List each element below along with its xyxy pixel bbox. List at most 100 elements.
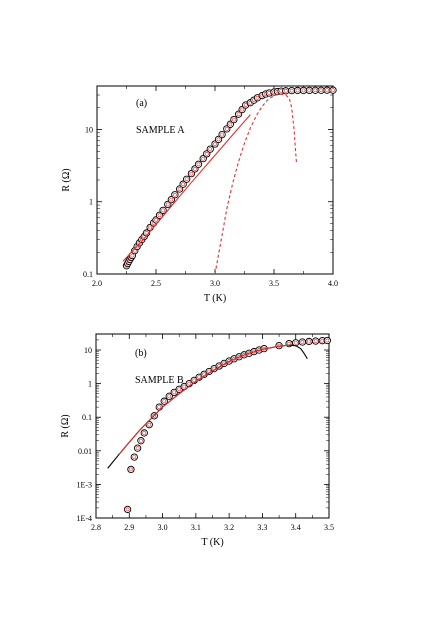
panel-b-data-point-inner (157, 405, 162, 410)
panel-b-data-point (155, 403, 163, 411)
panel-b-x-tick-label: 3.5 (324, 523, 334, 532)
panel-a-data-point (299, 86, 308, 95)
panel-b-data-point-inner (313, 339, 318, 343)
panel-b-y-tick-label: 1E-4 (76, 514, 92, 523)
panel-a-data-point (282, 87, 290, 95)
panel-b-data-point-inner (135, 446, 140, 451)
panel-b-data-point (305, 337, 313, 346)
panel-b-x-tick-label: 2.9 (124, 523, 134, 532)
panel-b-y-tick-label: 10 (84, 346, 92, 355)
panel-a-y-tick-label: 1 (89, 198, 93, 207)
panel-a-data-point-inner (255, 95, 260, 100)
panel-b-data-point-inner (325, 338, 330, 343)
panel-b-data-point-inner (300, 340, 305, 344)
panel-a-y-tick-label: 10 (85, 125, 93, 134)
panel-a-y-axis-title: R (Ω) (61, 168, 72, 191)
panel-a-x-tick-label: 2.5 (151, 279, 161, 288)
panel-b-data-point-inner (142, 431, 147, 435)
panel-a-data-point (175, 185, 184, 193)
panel-a-data-point-inner (193, 166, 197, 171)
panel-a-data-point-inner (240, 107, 245, 112)
panel-a-data-point (329, 86, 337, 94)
panel-b-data-point-inner (293, 340, 298, 345)
panel-b-data-point (312, 337, 320, 345)
panel-a-x-tick-label: 3.5 (269, 279, 279, 288)
panel-a-data-point-inner (201, 156, 206, 161)
panel-b-data-point-inner (152, 413, 157, 418)
panel-a-data-point-inner (224, 126, 229, 131)
panel-b-data-point-inner (172, 390, 177, 395)
panel-a-data-point-inner (283, 88, 288, 93)
panel-a-data-point-inner (301, 88, 306, 93)
panel-b-x-tick-label: 3.4 (291, 523, 301, 532)
panel-b-fit-line (118, 344, 290, 455)
panel-a-panel-label: (a) (136, 98, 147, 109)
panel-a-data-point (187, 169, 196, 178)
panel-a-data-point (317, 86, 325, 94)
panel-a-data-point-inner (204, 151, 209, 156)
panel-a-data-point-inner (157, 213, 162, 218)
panel-a-data-point-inner (148, 225, 153, 230)
panel-a-data-point (203, 150, 211, 158)
panel-b-data-point-inner (192, 378, 197, 383)
panel-a-data-point (214, 135, 223, 144)
panel-b-y-tick-label: 0.01 (78, 447, 92, 456)
panel-a-data-point-inner (169, 197, 174, 202)
panel-a-data-point-inner (213, 142, 217, 146)
panel-b-x-axis-title: T (K) (201, 537, 223, 548)
panel-a-data-point (167, 195, 175, 204)
panel-a-data-point (230, 115, 238, 124)
panel-a-data-point (179, 180, 187, 188)
panel-a-data-point (311, 86, 319, 94)
panel-a-data-point-inner (216, 137, 221, 142)
panel-a-x-tick-label: 4.0 (328, 279, 338, 288)
panel-b-data-point (137, 437, 145, 445)
panel-b-x-tick-label: 2.8 (91, 523, 101, 532)
panel-a-data-point-inner (231, 117, 236, 122)
panel-a-x-tick-label: 3.0 (210, 279, 220, 288)
panel-a-data-point-inner (181, 182, 186, 187)
panel-b-data-point-inner (162, 399, 167, 404)
panel-b-data-point-inner (307, 339, 311, 344)
panel-b-y-tick-label: 1E-3 (76, 480, 92, 489)
panel-a-data-point (183, 175, 191, 183)
panel-a-x-axis-title: T (K) (204, 293, 226, 304)
panel-a-data-point-inner (295, 88, 300, 93)
panel-b-data-point (298, 338, 307, 346)
panel-a-data-point (288, 86, 296, 95)
panel-a-data-point-inner (236, 112, 241, 117)
panel-a-data-point-inner (307, 88, 312, 93)
panel-a-data-point (171, 191, 179, 199)
panel-b-data-point (127, 465, 135, 474)
panel-b-data-point (145, 421, 153, 429)
panel-a-data-point-inner (228, 122, 233, 127)
panel-b-data-point (160, 397, 168, 405)
panel-b-x-tick-label: 3.1 (191, 523, 201, 532)
panel-b-panel-label: (b) (135, 348, 147, 359)
panel-b-y-tick-label: 1 (88, 380, 92, 389)
panel-b-data-point-inner (147, 422, 152, 427)
panel-a-data-point (206, 145, 214, 153)
panel-a-data-point-inner (319, 88, 324, 93)
panel-a-data-point (159, 206, 167, 215)
panel-b-data-point-inner (125, 507, 130, 512)
panel-b-series-circles (123, 336, 331, 514)
panel-b-data-point-inner (129, 467, 133, 472)
panel-b-x-tick-label: 3.2 (224, 523, 234, 532)
panel-a-data-point-inner (313, 88, 318, 93)
panel-b-data-point (165, 392, 173, 400)
panel-b-chart: 2.8 2.9 3.0 3.1 3.2 3.3 3.4 3.5 1E-4 1E-3 0.01 0.1 1… (60, 333, 334, 548)
panel-b-data-point (323, 336, 331, 345)
panel-a-data-point (199, 154, 207, 163)
panel-b-data-point (123, 505, 132, 514)
panel-a-data-point (323, 86, 331, 94)
panel-b-y-axis-title: R (Ω) (60, 414, 71, 437)
panel-a-data-point-inner (220, 132, 224, 137)
panel-a-data-point-inner (161, 208, 165, 213)
panel-b-plot-frame (95, 333, 330, 519)
panel-a-data-point-inner (130, 253, 135, 258)
panel-a-sample-label: SAMPLE A (136, 125, 185, 136)
panel-a-fit-line (122, 114, 251, 262)
panel-a-x-tick-label: 2.0 (92, 279, 102, 288)
